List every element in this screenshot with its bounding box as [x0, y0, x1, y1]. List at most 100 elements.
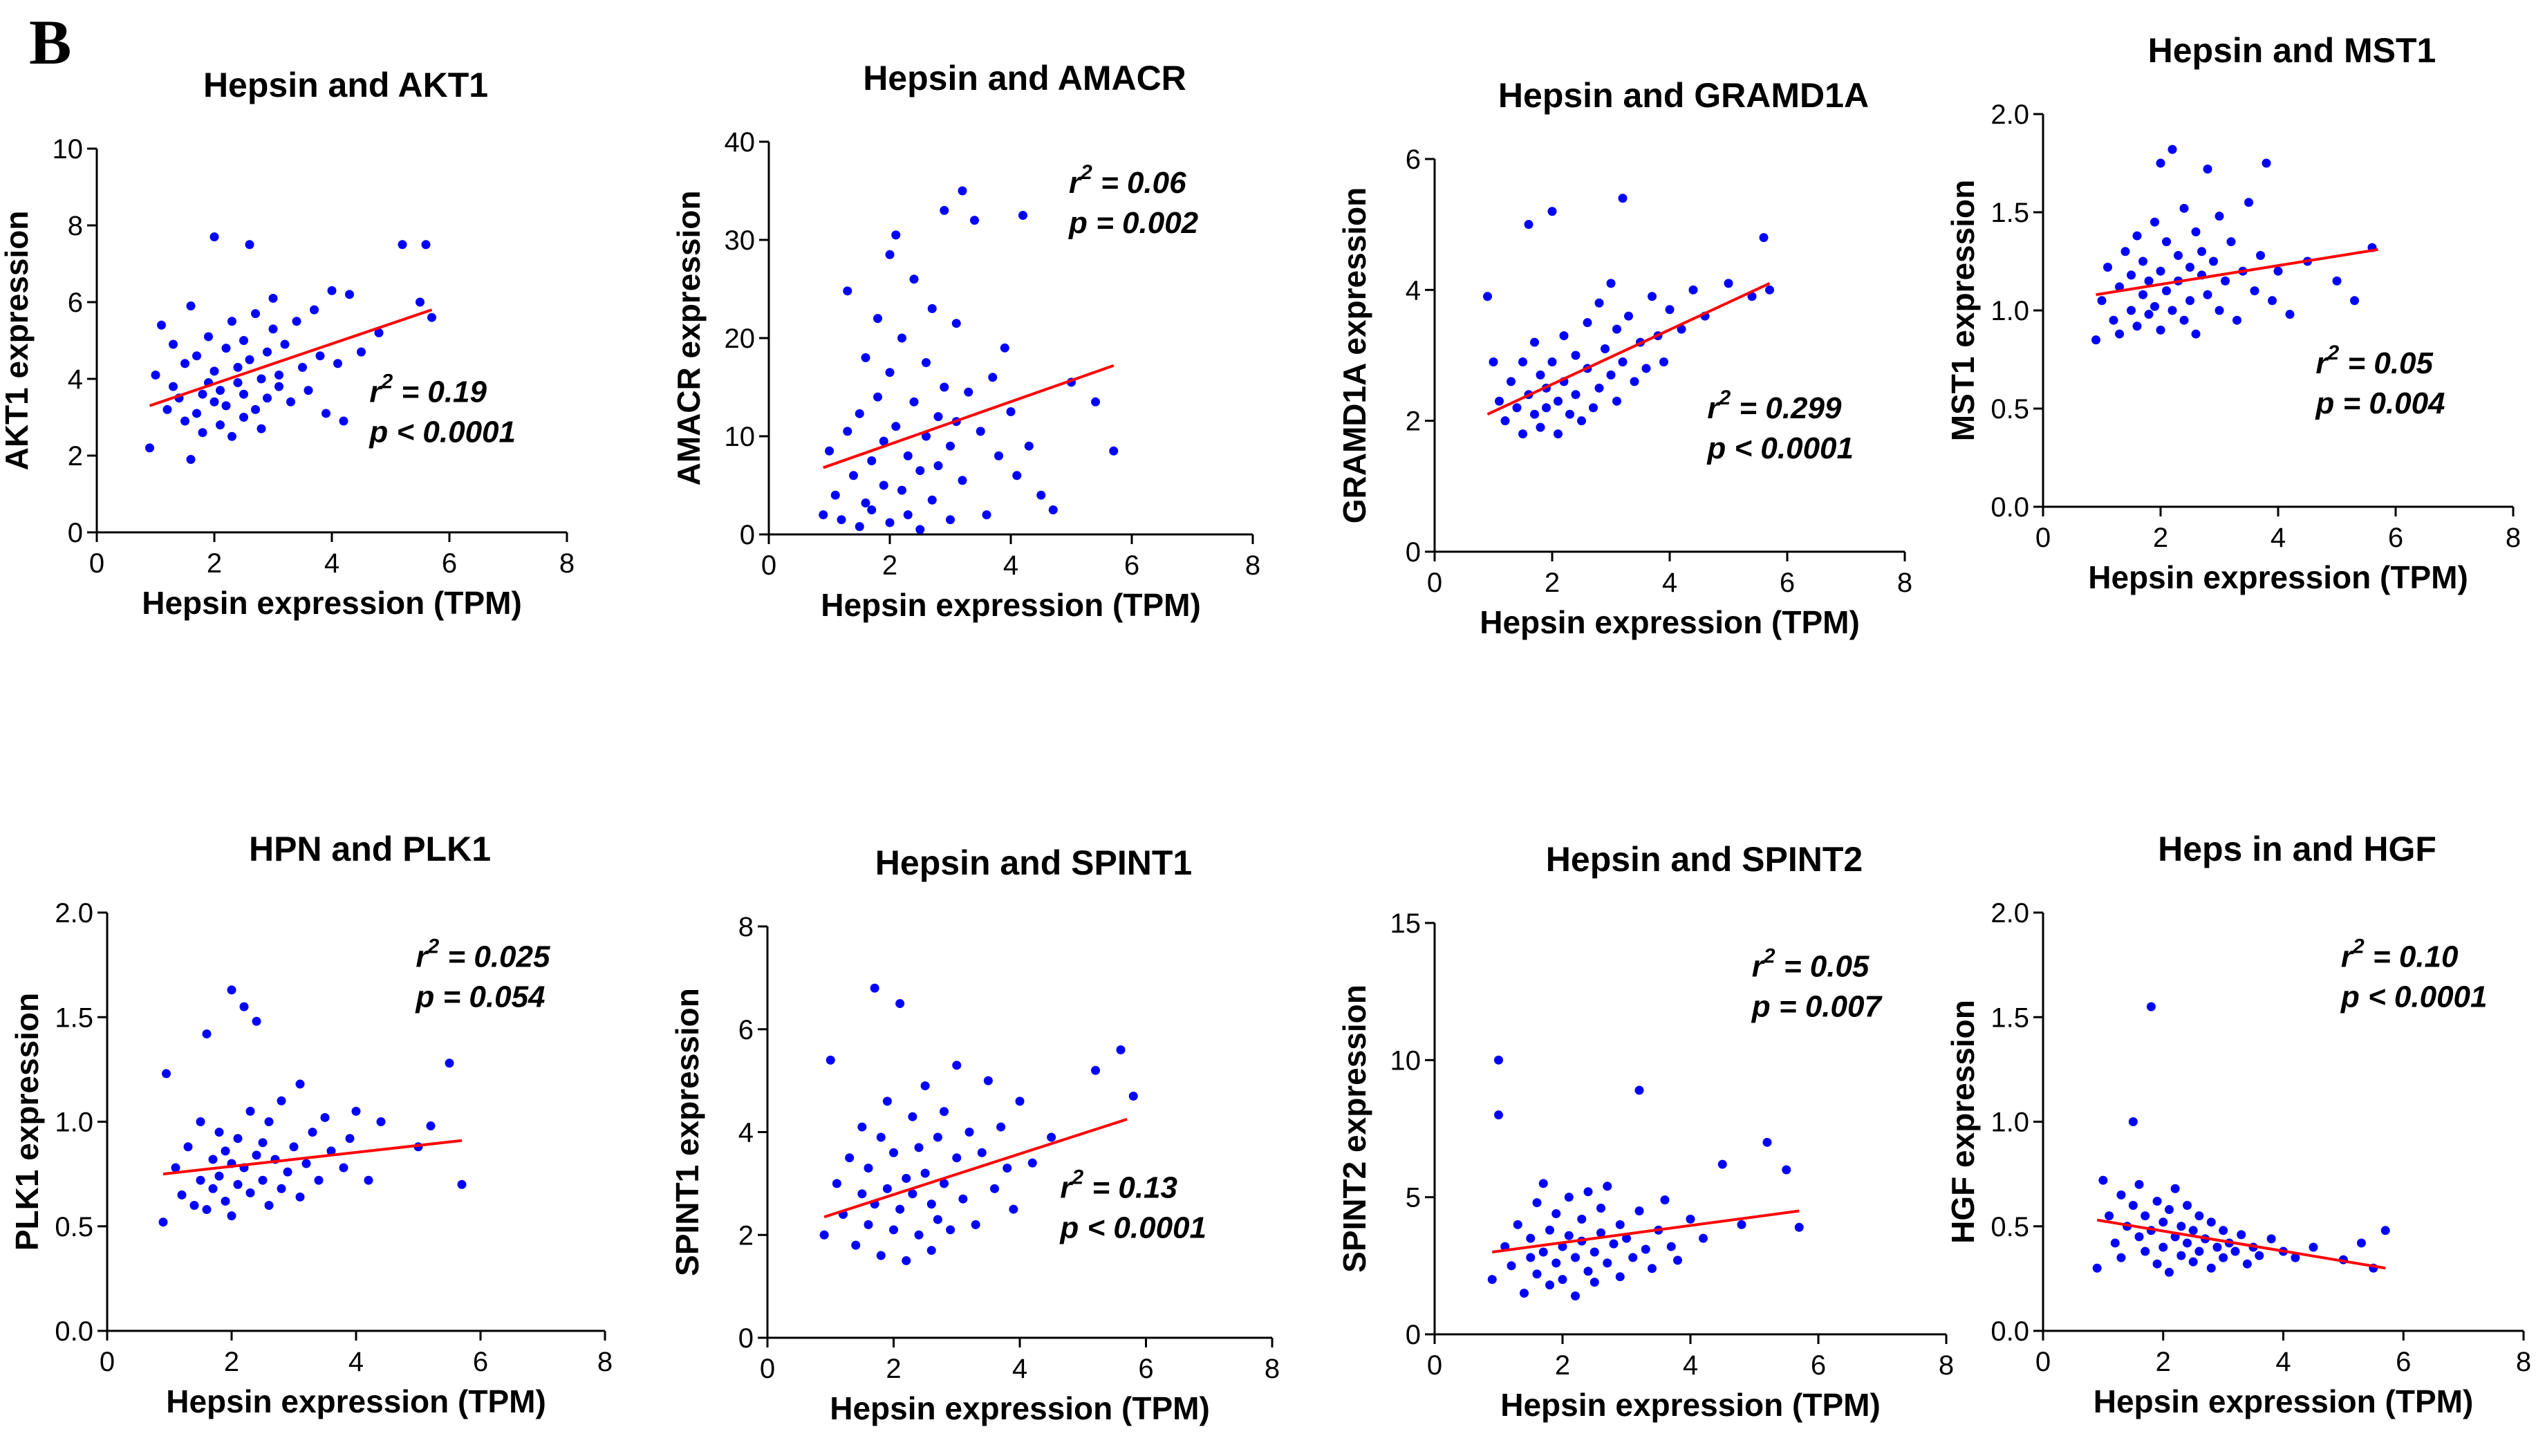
data-point: [2230, 1247, 2240, 1256]
data-point: [239, 336, 248, 345]
data-point: [1665, 305, 1675, 315]
x-tick-label: 6: [1780, 568, 1795, 598]
data-point: [214, 1128, 224, 1137]
data-point: [876, 1251, 886, 1260]
data-point: [870, 983, 879, 993]
data-point: [1583, 1187, 1593, 1197]
data-point: [321, 409, 330, 418]
data-point: [2255, 1251, 2264, 1260]
data-point: [927, 304, 937, 313]
data-point: [914, 1143, 924, 1152]
data-point: [2138, 290, 2147, 299]
data-point: [940, 382, 949, 392]
data-point: [1590, 1247, 1599, 1257]
data-point: [2162, 286, 2171, 296]
p-value-label: p < 0.0001: [1706, 431, 1854, 465]
data-point: [245, 1106, 255, 1116]
data-point: [2174, 250, 2183, 260]
data-point: [908, 1112, 917, 1121]
data-point: [257, 424, 266, 433]
regression-line: [1486, 282, 1771, 416]
data-point: [2134, 1232, 2144, 1242]
data-point: [339, 1163, 348, 1173]
data-point: [2128, 1117, 2138, 1126]
data-point: [1009, 1204, 1018, 1214]
data-point: [2128, 1201, 2138, 1210]
data-point: [1518, 357, 1527, 366]
data-point: [1571, 1291, 1580, 1300]
data-point: [209, 366, 219, 376]
data-point: [849, 471, 858, 480]
data-point: [1530, 409, 1539, 419]
data-point: [1494, 1110, 1503, 1120]
data-point: [946, 515, 955, 525]
data-point: [2380, 1226, 2390, 1235]
data-point: [940, 205, 949, 215]
data-point: [198, 389, 207, 399]
data-point: [2244, 198, 2253, 207]
y-tick-label: 4: [68, 364, 83, 395]
data-point: [216, 420, 225, 430]
data-point: [398, 240, 407, 250]
y-tick-label: 2.0: [1991, 100, 2029, 130]
data-point: [940, 1107, 949, 1117]
data-point: [227, 317, 236, 326]
y-tick-label: 2.0: [55, 898, 93, 928]
r-squared-label: r2 = 0.10: [2341, 935, 2459, 974]
panel-label: B: [29, 7, 72, 77]
x-tick-label: 6: [442, 548, 457, 579]
y-axis-label: SPINT2 expression: [1336, 984, 1372, 1273]
data-point: [1547, 207, 1557, 216]
x-axis-label: Hepsin expression (TPM): [142, 585, 522, 621]
data-point: [314, 1175, 324, 1185]
data-point: [1583, 318, 1592, 328]
data-point: [1571, 1253, 1580, 1262]
y-tick-label: 10: [725, 422, 756, 452]
y-tick-label: 0: [740, 520, 755, 550]
data-point: [996, 1122, 1006, 1132]
data-point: [252, 1150, 261, 1160]
x-axis-label: Hepsin expression (TPM): [166, 1383, 546, 1419]
data-point: [310, 305, 319, 315]
data-point: [327, 286, 337, 295]
x-axis-label: Hepsin expression (TPM): [830, 1390, 1210, 1426]
data-point: [909, 274, 919, 284]
data-point: [845, 1153, 855, 1163]
y-tick-label: 20: [725, 324, 756, 354]
data-point: [1737, 1220, 1746, 1229]
data-point: [2150, 217, 2159, 227]
data-point: [339, 416, 348, 426]
data-point: [1603, 1258, 1612, 1268]
data-point: [145, 443, 154, 453]
data-point: [903, 451, 913, 460]
data-point: [1673, 1256, 1682, 1265]
p-value-label: p = 0.007: [1751, 989, 1883, 1023]
data-point: [832, 1179, 841, 1188]
data-point: [183, 1142, 193, 1152]
data-point: [2206, 1263, 2216, 1273]
data-point: [180, 416, 189, 426]
data-point: [214, 1171, 224, 1181]
chart-title: Hepsin and SPINT1: [875, 843, 1192, 882]
x-tick-label: 6: [2396, 1347, 2411, 1377]
p-value-label: p = 0.004: [2315, 386, 2445, 420]
x-tick-label: 0: [1427, 568, 1442, 598]
x-tick-label: 2: [1555, 1350, 1570, 1381]
data-point: [952, 1153, 962, 1163]
data-point: [1006, 407, 1016, 416]
data-point: [885, 368, 895, 377]
data-point: [2150, 301, 2159, 311]
data-point: [245, 240, 254, 250]
data-point: [1589, 403, 1598, 413]
data-point: [274, 382, 283, 391]
data-point: [2203, 290, 2212, 299]
data-point: [2209, 256, 2218, 266]
data-point: [1518, 429, 1527, 439]
data-point: [221, 1196, 230, 1206]
data-point: [1483, 292, 1492, 301]
data-point: [1027, 1158, 1037, 1168]
data-point: [1759, 233, 1769, 243]
data-point: [2132, 321, 2142, 331]
x-tick-label: 4: [2271, 523, 2286, 553]
